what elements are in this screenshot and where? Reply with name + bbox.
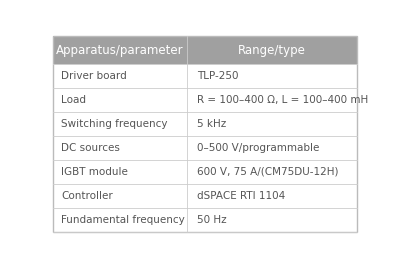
Bar [53, 208, 357, 232]
Bar [53, 136, 357, 160]
Text: 50 Hz: 50 Hz [197, 215, 227, 225]
Bar [53, 160, 357, 184]
Text: Range/type: Range/type [238, 43, 306, 57]
Bar [53, 184, 357, 208]
Text: Load: Load [61, 95, 86, 105]
Text: Controller: Controller [61, 191, 113, 201]
Bar [53, 36, 357, 64]
Text: Driver board: Driver board [61, 71, 127, 81]
Text: 0–500 V/programmable: 0–500 V/programmable [197, 143, 319, 153]
Text: IGBT module: IGBT module [61, 167, 128, 177]
Text: DC sources: DC sources [61, 143, 120, 153]
Text: Apparatus/parameter: Apparatus/parameter [56, 43, 184, 57]
Bar [53, 88, 357, 112]
Text: R = 100–400 Ω, L = 100–400 mH: R = 100–400 Ω, L = 100–400 mH [197, 95, 368, 105]
Bar [53, 64, 357, 88]
Text: TLP-250: TLP-250 [197, 71, 238, 81]
Text: 600 V, 75 A/(CM75DU-12H): 600 V, 75 A/(CM75DU-12H) [197, 167, 338, 177]
Bar [53, 112, 357, 136]
Text: dSPACE RTI 1104: dSPACE RTI 1104 [197, 191, 285, 201]
Text: Fundamental frequency: Fundamental frequency [61, 215, 185, 225]
Text: Switching frequency: Switching frequency [61, 119, 168, 129]
Text: 5 kHz: 5 kHz [197, 119, 226, 129]
